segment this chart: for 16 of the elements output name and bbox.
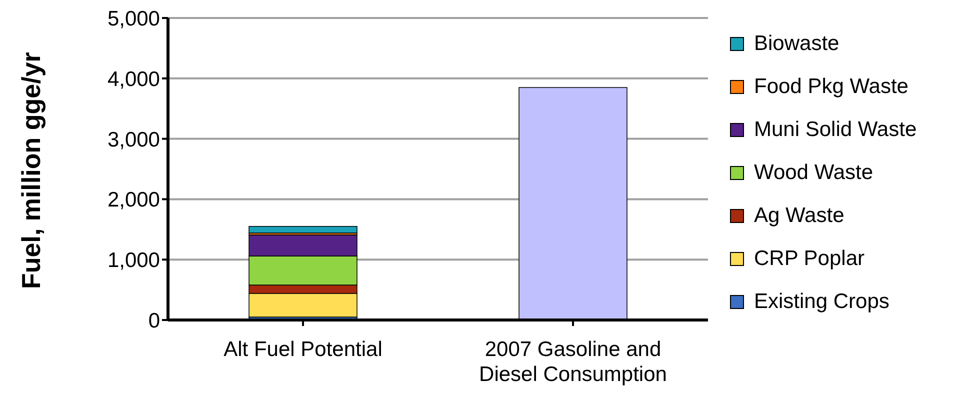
x-tick-label: 2007 Gasoline and Diesel Consumption: [479, 338, 667, 386]
legend-label: Wood Waste: [754, 160, 874, 184]
legend-label: Food Pkg Waste: [754, 74, 908, 98]
y-tick-label: 4,000: [107, 68, 160, 91]
legend-label: Muni Solid Waste: [754, 118, 917, 142]
y-tick-label: 3,000: [107, 128, 160, 152]
y-tick-label: 5,000: [107, 7, 160, 30]
y-tick-label: 0: [148, 309, 160, 332]
y-tick-label: 1,000: [107, 249, 160, 272]
legend-label: Ag Waste: [754, 204, 844, 228]
y-axis-title: Fuel, million gge/yr: [16, 52, 46, 289]
y-tick-label: 2,000: [107, 188, 160, 212]
legend-label: Existing Crops: [754, 290, 890, 314]
x-tick-label: Alt Fuel Potential: [224, 338, 382, 361]
legend-label: Biowaste: [754, 32, 840, 56]
legend-label: CRP Poplar: [754, 246, 864, 270]
